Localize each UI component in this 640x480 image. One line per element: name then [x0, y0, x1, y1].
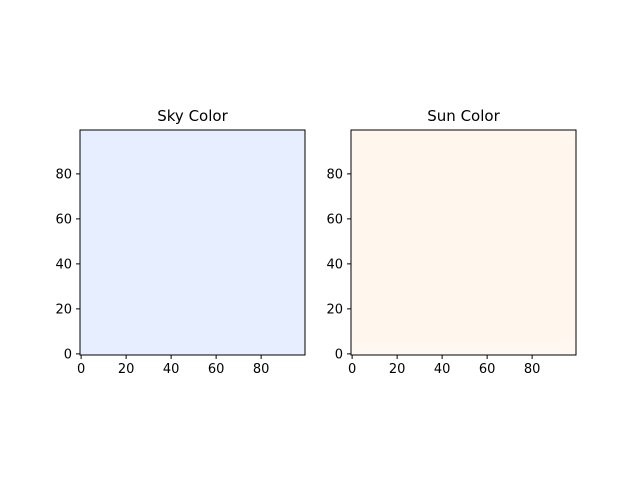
- y-tick-label: 20: [55, 302, 72, 317]
- axes-frame: [350, 129, 577, 356]
- y-tick-label: 0: [335, 347, 343, 362]
- image-area: [351, 130, 576, 355]
- x-tick-label: 60: [479, 362, 496, 377]
- y-tick-label: 80: [326, 167, 343, 182]
- panel-title: Sun Color: [427, 107, 500, 125]
- panel-sun-color: 0 20 40 60 80 0 20 40 60 80 Sun Color: [326, 107, 577, 377]
- panel-sky-color: 0 20 40 60 80 0 20 40 60 80 Sky Color: [55, 107, 306, 377]
- y-tick-label: 60: [55, 212, 72, 227]
- axes-frame: [79, 129, 306, 356]
- y-tick-label: 20: [326, 302, 343, 317]
- x-tick-label: 0: [348, 362, 356, 377]
- x-tick-label: 40: [434, 362, 451, 377]
- x-tick-label: 20: [389, 362, 406, 377]
- x-tick-label: 40: [163, 362, 180, 377]
- image-band: [351, 341, 576, 355]
- x-tick-label: 60: [208, 362, 225, 377]
- image-area: [80, 130, 305, 355]
- x-tick-label: 80: [253, 362, 270, 377]
- x-tick-label: 80: [524, 362, 541, 377]
- y-tick-label: 40: [55, 257, 72, 272]
- panel-title: Sky Color: [157, 107, 228, 125]
- y-tick-label: 60: [326, 212, 343, 227]
- y-tick-label: 40: [326, 257, 343, 272]
- y-tick-label: 80: [55, 167, 72, 182]
- x-tick-label: 0: [77, 362, 85, 377]
- y-tick-label: 0: [64, 347, 72, 362]
- x-tick-label: 20: [118, 362, 135, 377]
